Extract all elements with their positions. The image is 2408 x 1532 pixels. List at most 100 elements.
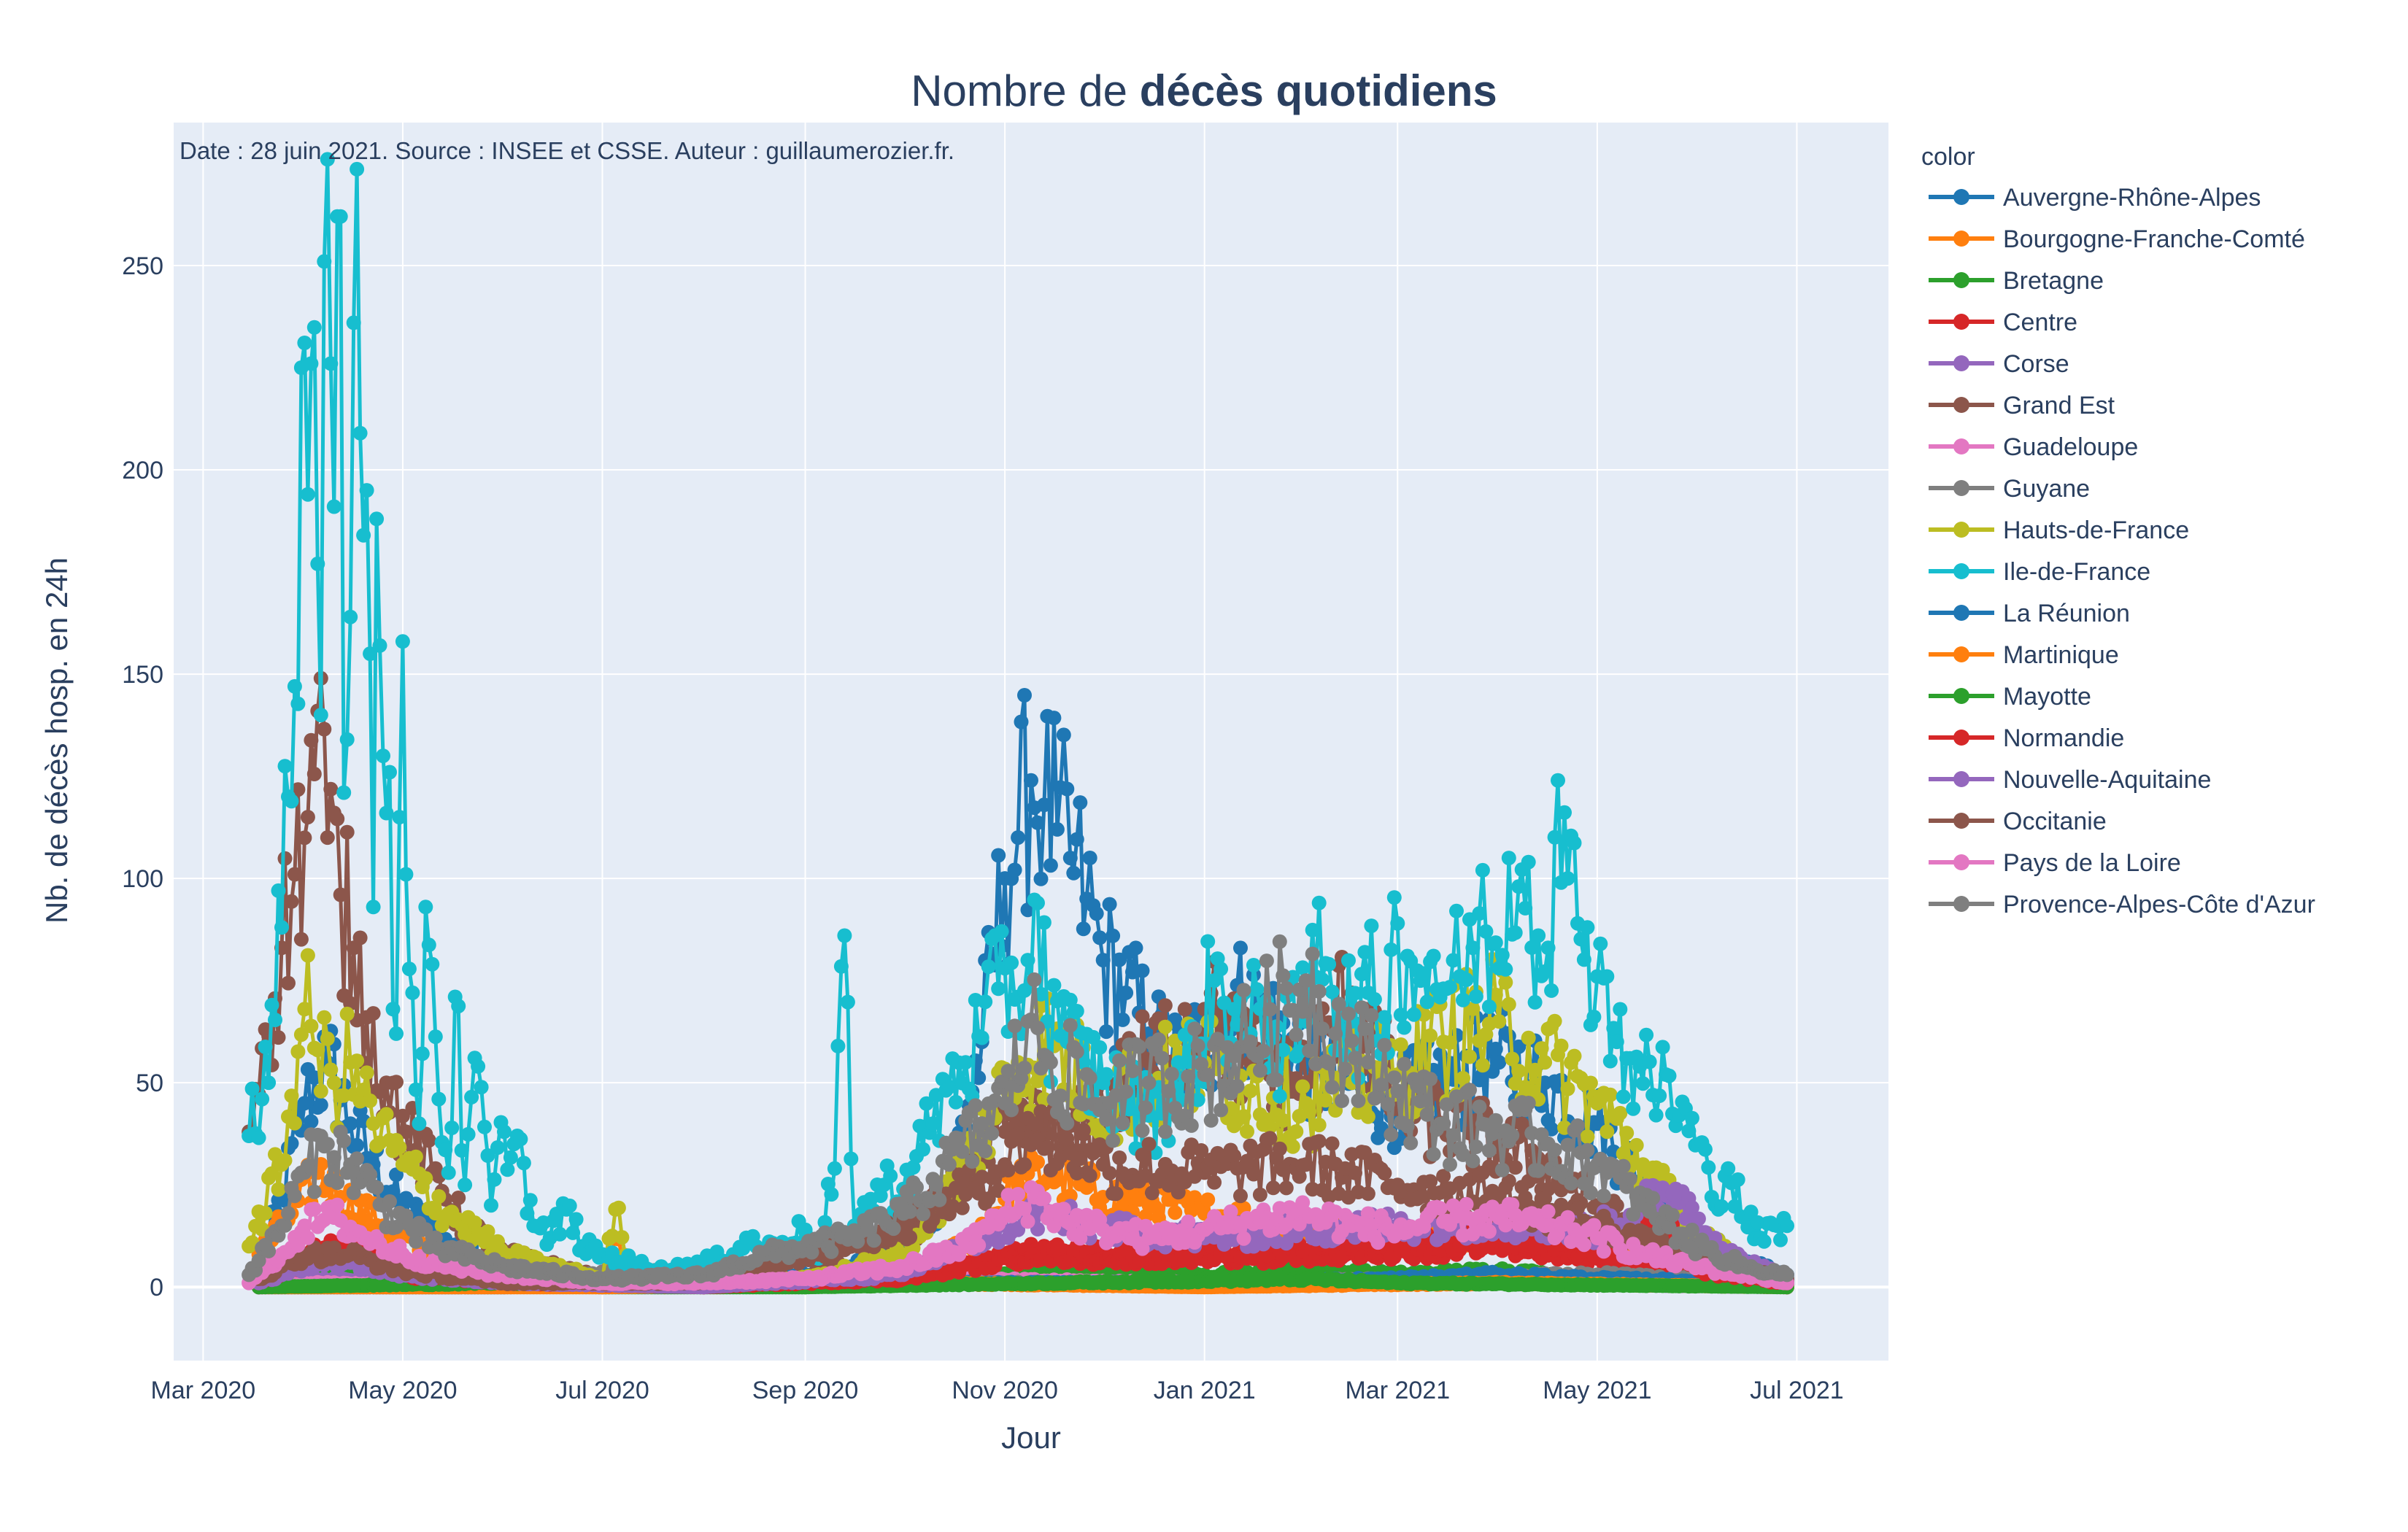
data-point (1501, 851, 1516, 866)
data-point (1076, 921, 1091, 937)
data-point (1311, 895, 1327, 910)
data-point (1534, 1041, 1549, 1056)
data-point (369, 511, 385, 527)
data-point (1468, 989, 1483, 1004)
data-point (1046, 978, 1062, 993)
data-point (1036, 915, 1051, 930)
data-point (1684, 1110, 1699, 1126)
data-point (1547, 1013, 1562, 1029)
data-point (971, 1070, 987, 1086)
data-point (304, 1018, 319, 1034)
data-point (405, 985, 420, 1000)
data-point (1613, 1105, 1628, 1121)
data-point (1423, 1028, 1438, 1043)
data-point (1043, 858, 1058, 873)
data-point (418, 1171, 433, 1186)
data-point (471, 1059, 486, 1074)
data-point (271, 1182, 286, 1197)
data-point (1092, 930, 1108, 945)
data-point (317, 1010, 332, 1025)
data-point (1446, 953, 1461, 968)
data-point (1062, 851, 1078, 866)
data-point (844, 1151, 859, 1167)
data-point (313, 1083, 328, 1099)
data-point (1652, 1088, 1667, 1103)
data-point (827, 1161, 842, 1176)
data-point (1609, 1034, 1624, 1050)
data-point (277, 759, 293, 774)
data-point (500, 1162, 515, 1177)
data-point (412, 1116, 427, 1131)
data-point (1017, 688, 1032, 703)
data-point (1200, 934, 1216, 949)
data-point (320, 1031, 335, 1046)
data-point (1030, 1073, 1045, 1088)
data-point (317, 254, 332, 269)
data-point (1498, 975, 1513, 990)
data-point (1354, 967, 1369, 982)
data-point (460, 1126, 476, 1142)
data-point (1773, 1232, 1788, 1247)
data-point (1364, 918, 1379, 934)
data-point (1092, 1040, 1108, 1055)
data-point (1341, 953, 1356, 968)
data-point (1406, 1007, 1421, 1022)
data-point (323, 781, 339, 797)
data-point (339, 732, 355, 747)
data-point (1756, 1234, 1772, 1249)
data-point (1494, 948, 1510, 963)
data-point (1567, 835, 1582, 851)
data-point (1285, 1139, 1300, 1154)
data-point (1583, 1075, 1598, 1091)
data-point (306, 320, 322, 335)
data-point (1014, 714, 1029, 730)
data-point (1508, 1160, 1523, 1175)
data-point (392, 810, 407, 825)
data-point (1073, 795, 1088, 811)
data-point (1511, 1039, 1527, 1054)
data-point (1157, 1019, 1173, 1034)
data-point (484, 1198, 498, 1213)
data-point (474, 1080, 489, 1095)
data-point (1066, 865, 1081, 881)
data-point (326, 1075, 341, 1091)
data-point (339, 824, 355, 840)
data-point (300, 948, 315, 963)
data-point (284, 894, 299, 909)
data-point (1635, 1076, 1651, 1091)
data-point (421, 937, 436, 953)
data-point (389, 1026, 404, 1041)
data-point (1348, 986, 1362, 1001)
data-point (1544, 983, 1559, 998)
data-point (1626, 1101, 1641, 1116)
data-point (1236, 1109, 1251, 1124)
data-point (363, 1093, 378, 1108)
data-point (1662, 1068, 1677, 1083)
data-point (1397, 1020, 1412, 1035)
data-point (300, 487, 315, 502)
data-point (389, 1075, 404, 1090)
data-point (520, 1206, 535, 1221)
data-point (281, 975, 296, 991)
data-point (1020, 953, 1035, 968)
data-point (379, 1107, 394, 1122)
data-point (1305, 922, 1320, 937)
data-point (359, 483, 374, 498)
data-point (428, 1029, 443, 1045)
data-point (408, 1149, 423, 1164)
data-point (1056, 727, 1071, 743)
data-point (1537, 964, 1553, 979)
data-point (513, 1131, 528, 1147)
data-point (264, 997, 279, 1013)
data-point (503, 1150, 518, 1165)
data-point (441, 1165, 456, 1180)
data-point (454, 1142, 469, 1158)
data-point (1580, 920, 1595, 935)
data-point (1780, 1218, 1794, 1234)
data-point (1062, 1188, 1078, 1204)
data-point (451, 999, 466, 1014)
data-point (1449, 903, 1464, 918)
data-point (1246, 958, 1261, 972)
data-point (1099, 1024, 1114, 1040)
